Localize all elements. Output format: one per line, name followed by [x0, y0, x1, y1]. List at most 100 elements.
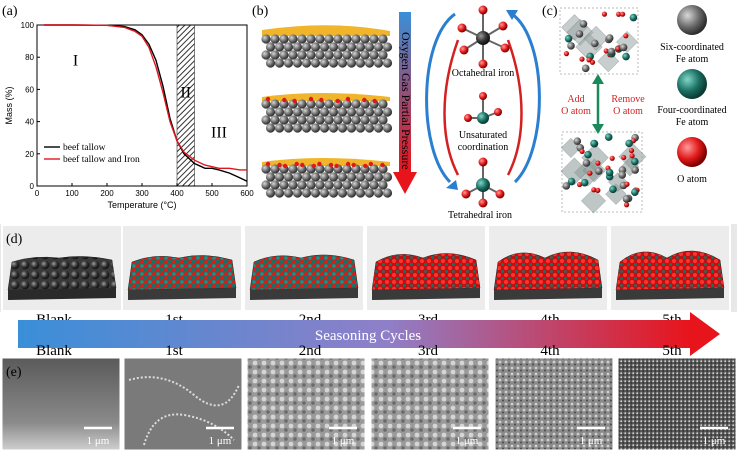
surface-atom: [265, 42, 276, 52]
x-tick-label: 0: [35, 189, 40, 198]
oxygen-atom: [265, 96, 271, 102]
surface-atom: [292, 172, 303, 182]
crystal-atom: [622, 195, 631, 203]
surface-atom: [319, 42, 330, 52]
oxygen-atom: [308, 96, 314, 102]
crystal-atom: [595, 187, 601, 193]
surface-atom: [306, 50, 316, 60]
surface-atom: [342, 34, 352, 44]
crystal-atom: [581, 64, 590, 73]
crystal-atom: [587, 170, 593, 176]
surface-atom: [355, 42, 366, 52]
surface-atom: [270, 50, 280, 60]
unsaturated-label-1: Unsaturated: [459, 130, 507, 141]
oxygen-atom: [461, 189, 471, 199]
oxygen-atom: [345, 161, 351, 167]
surface-atom: [274, 172, 285, 182]
crystal-atom: [619, 43, 628, 52]
slab-side: [494, 288, 602, 300]
surface-atom: [378, 99, 388, 109]
oxygen-atom: [498, 21, 508, 31]
surface-atom: [378, 50, 388, 60]
surface-atom: [382, 107, 393, 117]
surface-atom: [346, 172, 357, 182]
surface-atom: [315, 115, 325, 125]
surface-atom: [297, 164, 307, 174]
seasoning-slabs: [1, 224, 731, 312]
scale-bar-label: 1 μm: [703, 435, 726, 447]
surface-atom: [288, 50, 298, 60]
surface-atom: [337, 58, 348, 68]
surface-atom: [324, 115, 334, 125]
slab-side: [616, 288, 724, 300]
surface-atom: [346, 107, 357, 117]
surface-atom: [274, 58, 285, 68]
surface-atom: [351, 50, 361, 60]
surface-atom: [270, 180, 280, 190]
crystal-atom: [579, 56, 585, 62]
crystal-atom: [567, 42, 575, 50]
sem-label-4: 4th: [540, 343, 560, 359]
x-tick-label: 400: [170, 189, 184, 198]
surface-atom: [319, 58, 330, 68]
surface-atom: [324, 34, 334, 44]
surface-atom: [301, 58, 312, 68]
crystal-atom: [582, 159, 591, 167]
crystal-atom: [563, 51, 570, 57]
surface-atom: [279, 34, 289, 44]
y-tick-label: 60: [25, 85, 34, 94]
slab-top: [493, 251, 603, 291]
crystal-atom: [605, 168, 614, 177]
panel-b: (b) Oxygen Gas Partial Pressure Octahedr…: [252, 4, 541, 221]
surface-atom: [342, 99, 352, 109]
surface-atom: [337, 42, 348, 52]
oxygen-atom: [277, 162, 282, 168]
slab-top: [249, 254, 359, 291]
surface-atom: [306, 34, 316, 44]
surface-atom: [333, 50, 343, 60]
surface-atom: [351, 180, 361, 190]
crystal-atom: [609, 155, 615, 161]
series-line-beef-tallow-and-iron: [44, 24, 247, 171]
scale-bar-label: 1 μm: [456, 435, 479, 447]
surface-atom: [288, 180, 298, 190]
oxygen-atom: [368, 161, 374, 167]
surface-atom: [328, 42, 339, 52]
sem-label-0: Blank: [36, 343, 72, 359]
surface-atom: [274, 42, 285, 52]
surface-atom: [328, 172, 339, 182]
crystal-atom: [595, 160, 601, 166]
surface-atom: [337, 123, 348, 133]
sem-label-2: 2nd: [299, 343, 322, 359]
oxygen-atom: [282, 163, 288, 169]
legend-o-line1: O atom: [677, 174, 707, 185]
oxygen-atom: [478, 157, 488, 167]
lipid-film: [262, 158, 390, 166]
surface-atom: [337, 172, 348, 182]
crystal-atom: [618, 171, 627, 179]
surface-atom: [261, 99, 271, 109]
surface-atom: [319, 172, 330, 182]
scale-bar-label: 1 μm: [580, 435, 603, 447]
surface-atom: [301, 42, 312, 52]
crystal-atom: [615, 46, 621, 52]
surface-atom: [382, 42, 393, 52]
oxygen-atom: [363, 163, 368, 169]
crystal-atom: [607, 47, 616, 56]
surface-atom: [283, 188, 294, 198]
surface-atom: [369, 50, 379, 60]
crystal-atom: [621, 154, 627, 161]
surface-atom: [328, 107, 339, 117]
x-tick-label: 500: [205, 189, 219, 198]
surface-atom: [355, 188, 366, 198]
oxygen-atom: [328, 162, 334, 168]
surface-atom: [265, 123, 276, 133]
panel-e: Blank 1st 2nd 3rd 4th 5th 1 μm 1 μm 1 μm 1 μm 1 μ…: [1, 343, 737, 451]
surface-atom: [337, 107, 348, 117]
legend-entry: beef tallow: [63, 142, 106, 153]
oxygen-pressure-arrow: [399, 12, 411, 172]
oxygen-atom: [300, 162, 305, 168]
surface-atom: [270, 115, 280, 125]
surface-atom: [333, 180, 343, 190]
